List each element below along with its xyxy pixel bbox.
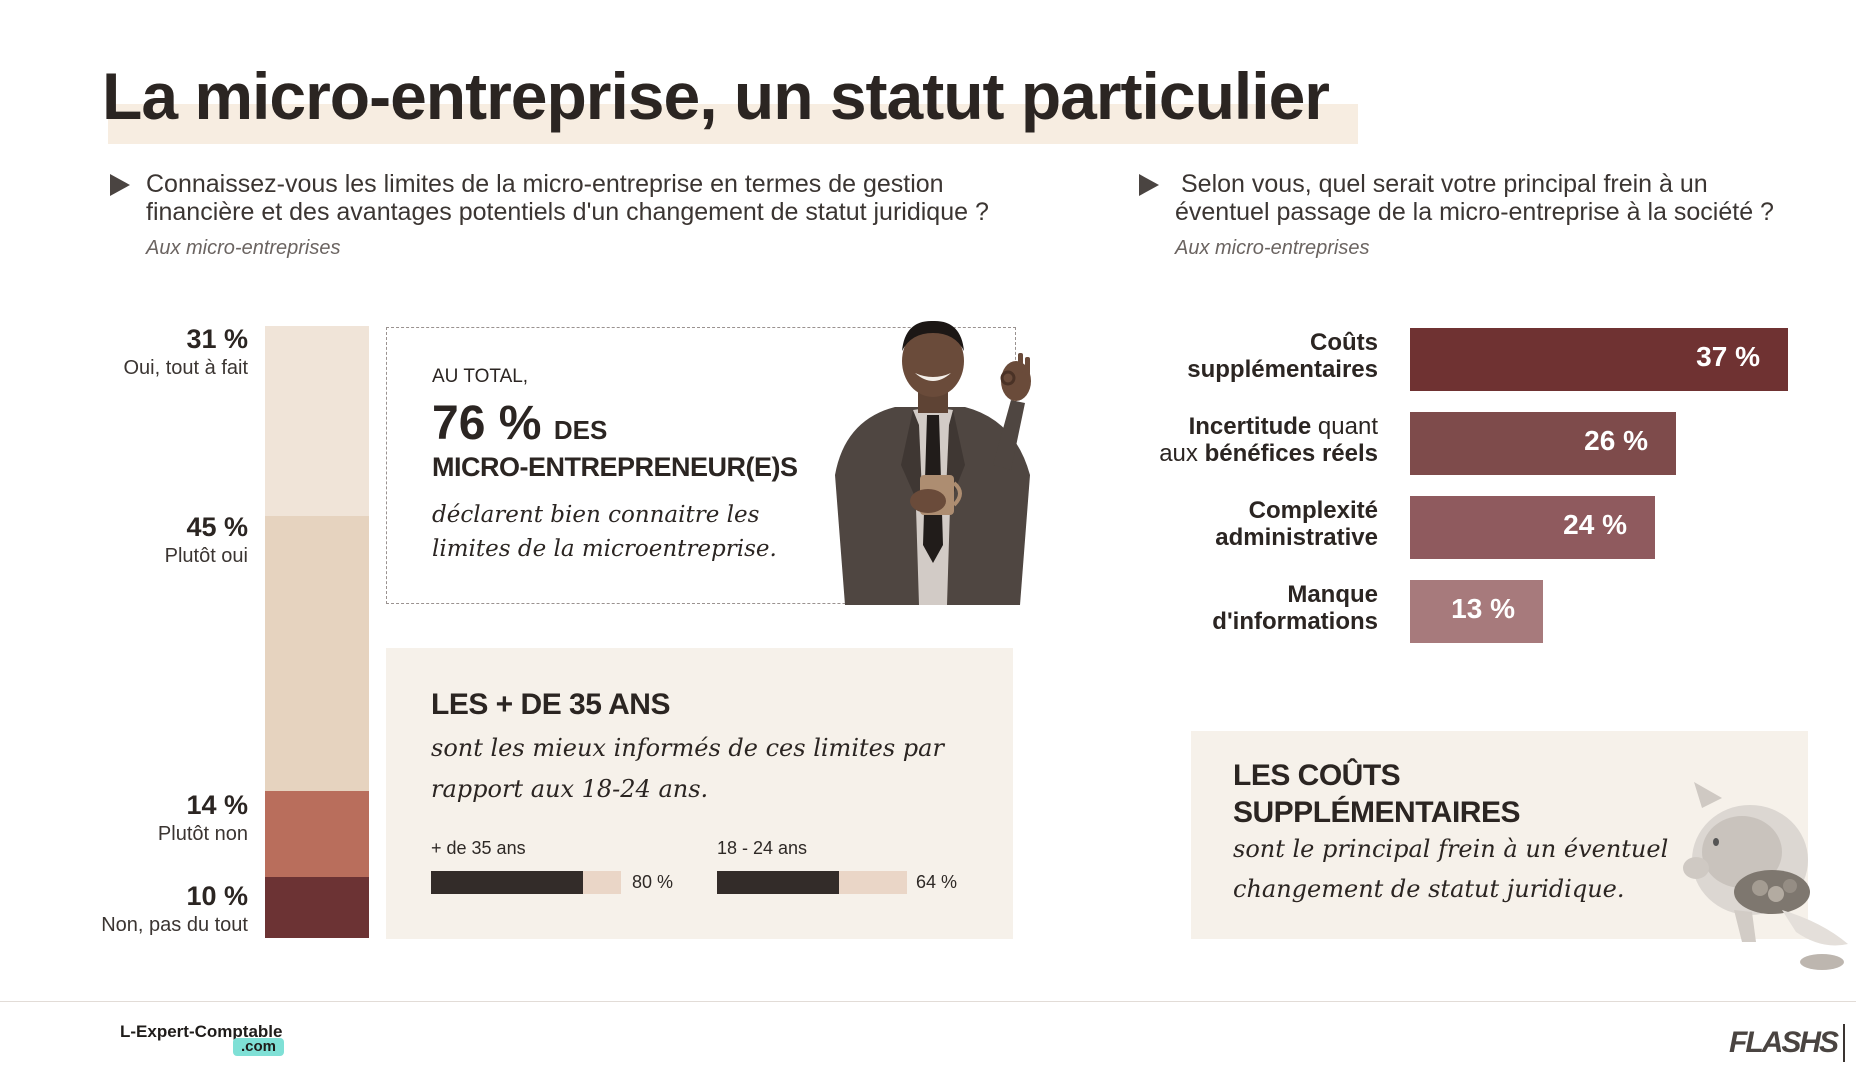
age-bar-track-35plus	[431, 871, 621, 894]
category-label: Coûts supplémentaires	[1187, 329, 1378, 383]
left-source: Aux micro-entreprises	[146, 237, 341, 259]
data-label: 26 %	[1584, 425, 1648, 456]
piggy-bank-icon	[1683, 782, 1848, 970]
age-callout: LES + DE 35 ANS sont les mieux informés …	[386, 648, 1013, 939]
footer-separator	[1843, 1024, 1845, 1062]
total-text-line2: limites de la microentreprise.	[432, 536, 777, 562]
category-label: Plutôt non	[157, 823, 248, 845]
data-label: 14 %	[186, 790, 248, 820]
brand-suffix: .com	[233, 1038, 285, 1056]
play-icon	[1139, 174, 1159, 196]
age-bar-fill-35plus	[431, 871, 583, 894]
right-question: Selon vous, quel serait votre principal …	[1175, 170, 1825, 226]
bar-complexite: 24 %	[1410, 496, 1655, 559]
category-label-line2: aux bénéfices réels	[1159, 440, 1378, 467]
total-callout: AU TOTAL, 76 % DES MICRO-ENTREPRENEUR(E)…	[386, 327, 1016, 604]
age-text-line1: sont les mieux informés de ces limites p…	[431, 734, 944, 762]
age-group-label: + de 35 ans	[431, 838, 526, 858]
age-value-label: 80 %	[632, 872, 674, 892]
age-bar-track-18-24	[717, 871, 907, 894]
flashs-logo: FLASHS	[1729, 1026, 1839, 1059]
right-question-line2: éventuel passage de la micro-entreprise …	[1175, 198, 1774, 226]
data-label: 37 %	[1696, 341, 1760, 372]
total-des: DES	[553, 415, 608, 445]
businessman-photo	[835, 320, 1031, 605]
total-text: déclarent bien connaitre les limites de …	[432, 498, 777, 566]
category-label: Non, pas du tout	[101, 914, 248, 936]
age-text: sont les mieux informés de ces limites p…	[431, 728, 944, 810]
play-icon	[110, 174, 130, 196]
age-text-line2: rapport aux 18-24 ans.	[431, 775, 709, 803]
age-value-label: 64 %	[916, 872, 958, 892]
right-question-line1: Selon vous, quel serait votre principal …	[1181, 170, 1708, 198]
category-label: Incertitude quant aux bénéfices réels	[1159, 413, 1378, 467]
cost-text: sont le principal frein à un éventuel ch…	[1233, 829, 1668, 909]
left-question-line2: financière et des avantages potentiels d…	[146, 198, 989, 226]
data-label: 31 %	[186, 324, 248, 354]
cost-heading-line1: LES COÛTS	[1233, 759, 1401, 792]
age-heading: LES + DE 35 ANS	[431, 688, 670, 721]
age-bar-fill-18-24	[717, 871, 839, 894]
data-label: 45 %	[186, 512, 248, 542]
bar-segment-non-pas-du-tout	[265, 877, 369, 938]
title-highlight	[108, 104, 1358, 144]
total-percent: 76 %	[432, 397, 542, 450]
data-label: 10 %	[186, 881, 248, 911]
cost-text-line2: changement de statut juridique.	[1233, 875, 1625, 903]
footer-divider	[0, 1001, 1856, 1002]
category-label: Oui, tout à fait	[123, 357, 248, 379]
bar-segment-plutot-non	[265, 791, 369, 877]
cost-heading: LES COÛTS SUPPLÉMENTAIRES	[1233, 757, 1520, 831]
bar-incertitude: 26 %	[1410, 412, 1676, 475]
left-question: Connaissez-vous les limites de la micro-…	[146, 170, 1066, 226]
right-source: Aux micro-entreprises	[1175, 237, 1370, 259]
category-label: Plutôt oui	[164, 545, 248, 567]
category-label-line1: Incertitude quant	[1188, 413, 1378, 440]
cost-heading-line2: SUPPLÉMENTAIRES	[1233, 796, 1520, 829]
brand-name: L-Expert-Comptable	[120, 1022, 283, 1041]
page-title: La micro-entreprise, un statut particuli…	[102, 59, 1330, 133]
cost-text-line1: sont le principal frein à un éventuel	[1233, 835, 1669, 863]
bar-manque-informations: 13 %	[1410, 580, 1543, 643]
bar-segment-plutot-oui	[265, 516, 369, 791]
total-text-line1: déclarent bien connaitre les	[432, 502, 760, 528]
age-group-label: 18 - 24 ans	[717, 838, 808, 858]
data-label: 13 %	[1451, 593, 1515, 624]
category-label: Complexité administrative	[1215, 497, 1378, 551]
left-question-line1: Connaissez-vous les limites de la micro-…	[146, 170, 944, 198]
data-label: 24 %	[1563, 509, 1627, 540]
total-headline: 76 % DES	[432, 396, 607, 451]
brand-logo[interactable]: L-Expert-Comptable	[120, 1022, 282, 1042]
total-who: MICRO-ENTREPRENEUR(E)S	[432, 452, 798, 482]
bar-couts-supplementaires: 37 %	[1410, 328, 1788, 391]
bar-segment-oui-tout-a-fait	[265, 326, 369, 516]
category-label: Manque d'informations	[1212, 581, 1378, 635]
total-intro: AU TOTAL,	[432, 366, 529, 387]
